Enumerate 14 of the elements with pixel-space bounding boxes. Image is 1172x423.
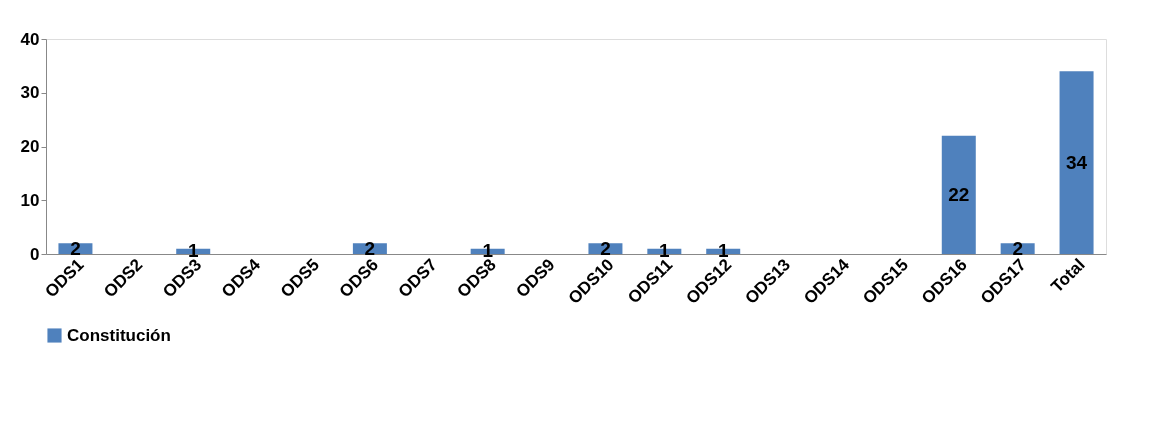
y-tick-label: 0 [30,244,40,264]
bar [941,135,976,254]
y-tick-label: 30 [20,83,40,103]
data-label: 2 [70,237,81,259]
bar [1059,71,1094,254]
y-tick-label: 20 [20,137,40,156]
data-label: 2 [364,237,376,259]
y-tick-label: 40 [20,29,40,49]
legend-label: Constitución [67,325,171,345]
data-label: 2 [1012,237,1023,259]
data-label: 34 [1065,151,1088,173]
y-tick-label: 10 [20,190,40,210]
data-label: 2 [600,237,611,259]
data-label: 22 [948,183,970,205]
